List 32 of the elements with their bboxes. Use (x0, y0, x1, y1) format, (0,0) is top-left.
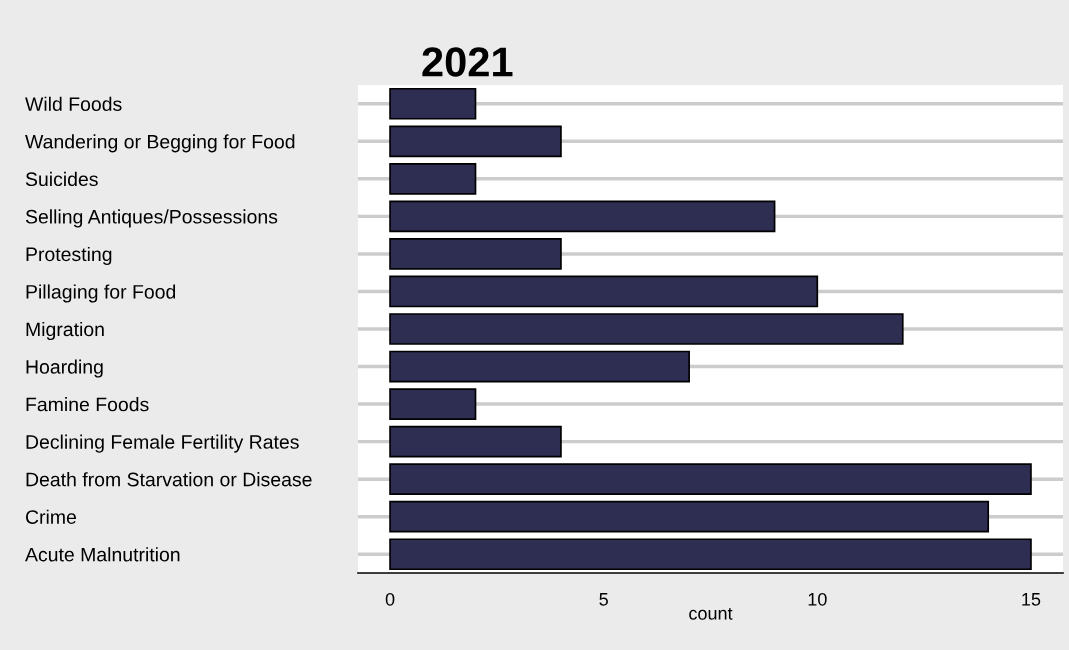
y-tick-label: Wandering or Begging for Food (25, 134, 295, 153)
y-tick-label: Selling Antiques/Possessions (25, 209, 278, 228)
y-tick-label: Acute Malnutrition (25, 547, 180, 562)
x-tick-label: 0 (385, 592, 395, 606)
bar (389, 200, 776, 233)
y-tick-label: Pillaging for Food (26, 284, 176, 303)
bar (389, 500, 990, 533)
y-tick-label: Death from Starvation or Disease (26, 472, 312, 487)
y-tick-label: Protesting (26, 246, 112, 265)
bar (389, 388, 477, 420)
y-tick-label: Famine Foods (26, 397, 149, 412)
bar (389, 238, 562, 270)
x-tick-label: 5 (599, 593, 608, 606)
bar (389, 538, 1032, 571)
bar (389, 425, 562, 458)
x-tick-label: 15 (1022, 593, 1041, 606)
bar (389, 125, 562, 158)
y-tick-label: Hoarding (26, 359, 103, 378)
bar (389, 350, 690, 383)
y-tick-label: Wild Foods (25, 96, 122, 112)
bar (389, 87, 477, 120)
y-tick-label: Declining Female Fertility Rates (26, 434, 299, 453)
x-tick-label: 10 (808, 592, 827, 606)
bar (389, 162, 477, 195)
bar (389, 313, 904, 345)
y-tick-label: Suicides (25, 171, 98, 187)
bar (389, 275, 819, 308)
x-axis-title: count (689, 607, 733, 620)
y-tick-label: Migration (26, 321, 104, 341)
y-tick-label: Crime (25, 509, 76, 524)
chart-title: 2021 (422, 47, 513, 77)
bar (389, 463, 1032, 496)
